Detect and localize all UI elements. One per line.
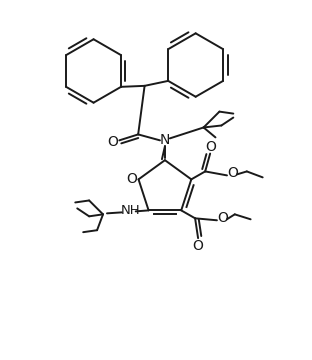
Text: O: O	[193, 239, 203, 253]
Text: O: O	[126, 172, 137, 186]
Text: O: O	[206, 140, 217, 154]
Text: O: O	[107, 135, 118, 149]
Text: O: O	[227, 166, 238, 180]
Text: NH: NH	[121, 204, 141, 217]
Text: N: N	[160, 133, 170, 147]
Text: O: O	[217, 211, 228, 225]
